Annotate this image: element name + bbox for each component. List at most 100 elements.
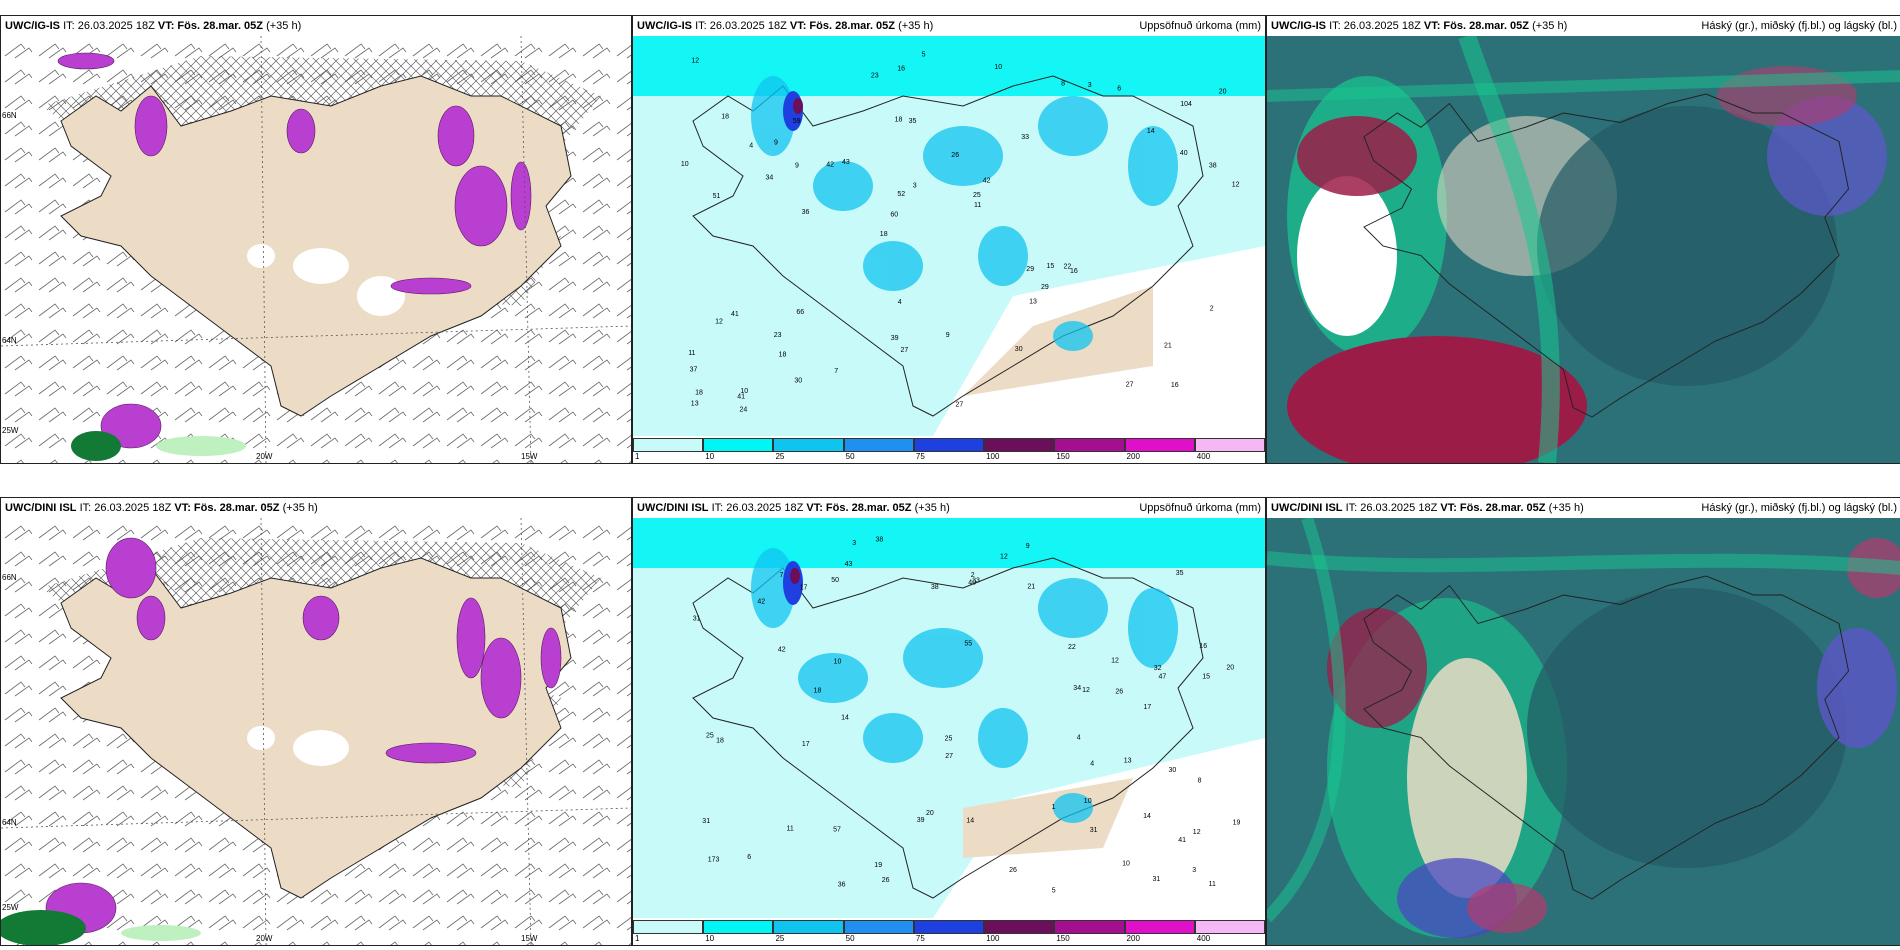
precip-value: 38 xyxy=(931,584,939,591)
colorbar-tick-label: 100 xyxy=(986,452,1000,461)
precip-value: 16 xyxy=(897,66,905,73)
precip-value: 9 xyxy=(946,332,950,339)
precip-value: 22 xyxy=(1068,644,1076,651)
precip-value: 51 xyxy=(713,193,721,200)
precip-value: 7 xyxy=(834,368,838,375)
colorbar-swatch xyxy=(1194,920,1265,934)
precip-value: 42 xyxy=(983,178,991,185)
precip-value: 35 xyxy=(909,118,917,125)
colorbar-swatch xyxy=(843,920,914,934)
iceland-land xyxy=(60,557,572,899)
model-name: UWC/IG-IS xyxy=(637,20,692,32)
map-cloud-cover[interactable] xyxy=(1267,518,1900,945)
precip-value: 55 xyxy=(964,641,972,648)
colorbar-tick-label: 25 xyxy=(775,452,785,461)
precip-value: 19 xyxy=(874,862,882,869)
colorbar-swatch xyxy=(773,438,844,452)
colorbar-tick-label: 50 xyxy=(845,934,855,943)
precip-value: 3 xyxy=(852,540,856,547)
run-time: IT: 26.03.2025 18Z xyxy=(63,20,155,32)
precip-value: 42 xyxy=(757,599,765,606)
precip-value: 104 xyxy=(1180,101,1192,108)
panel-header: UWC/DINI ISL IT: 26.03.2025 18Z VT: Fös.… xyxy=(1,498,631,518)
colorbar-swatch xyxy=(1124,438,1195,452)
panel-bottom-right: UWC/DINI ISL IT: 26.03.2025 18Z VT: Fös.… xyxy=(1266,497,1900,946)
precip-value: 10 xyxy=(1084,798,1092,805)
valid-time: VT: Fös. 28.mar. 05Z xyxy=(157,20,264,32)
precip-value: 21 xyxy=(1027,583,1035,590)
map-cloud-cover[interactable] xyxy=(1267,36,1900,463)
precip-value: 42 xyxy=(826,162,834,169)
precip-value: 2 xyxy=(971,572,975,579)
valid-time: VT: Fös. 28.mar. 05Z xyxy=(806,502,912,514)
precip-value: 38 xyxy=(876,536,884,543)
precip-value: 20 xyxy=(1226,664,1234,671)
map-precip-type-wind[interactable] xyxy=(1,36,631,463)
precip-value: 36 xyxy=(802,209,810,216)
colorbar-tick-label: 75 xyxy=(915,452,925,461)
map-precip-type-wind[interactable] xyxy=(1,518,631,945)
model-name: UWC/DINI ISL xyxy=(5,502,77,514)
precip-value: 4 xyxy=(898,299,902,306)
colorbar-tick-label: 10 xyxy=(705,934,715,943)
precip-value: 29 xyxy=(1041,284,1049,291)
precip-value: 26 xyxy=(1115,689,1123,696)
precip-value: 13 xyxy=(691,401,699,408)
precip-value: 12 xyxy=(1193,829,1201,836)
cloud-map xyxy=(1267,518,1900,945)
precip-value: 29 xyxy=(1026,266,1034,273)
precip-value: 11 xyxy=(1209,881,1216,888)
run-time: IT: 26.03.2025 18Z xyxy=(711,502,804,514)
colorbar-tick-label: 10 xyxy=(705,452,715,461)
lat-label-25w: 25W xyxy=(2,903,19,912)
colorbar-tick-label: 75 xyxy=(915,934,925,943)
precip-value: 11 xyxy=(688,350,695,357)
colorbar-swatch xyxy=(1054,920,1125,934)
colorbar-swatch xyxy=(1054,438,1125,452)
model-name: UWC/DINI ISL xyxy=(1271,502,1343,514)
iceland-land xyxy=(60,75,572,417)
panel-top-right: UWC/IG-IS IT: 26.03.2025 18Z VT: Fös. 28… xyxy=(1266,15,1900,464)
colorbar-swatch xyxy=(703,438,774,452)
precip-value: 36 xyxy=(838,882,846,889)
precip-value: 42 xyxy=(778,646,786,653)
precip-value: 26 xyxy=(882,877,890,884)
precip-value: 20 xyxy=(1219,89,1227,96)
precip-value: 18 xyxy=(895,117,903,124)
forecast-hour: (+35 h) xyxy=(266,20,302,32)
forecast-hour: (+35 h) xyxy=(1532,20,1568,32)
precip-value: 30 xyxy=(794,377,802,384)
precip-value: 47 xyxy=(1159,674,1167,681)
precip-value: 4 xyxy=(749,143,753,150)
colorbar-swatch xyxy=(703,920,774,934)
precip-value: 13 xyxy=(1124,757,1132,764)
colorbar: 1 10 25 50 75 100 150 200 400 xyxy=(633,436,1265,463)
precip-value: 27 xyxy=(901,347,909,354)
panel-top-left: UWC/IG-IS IT: 26.03.2025 18Z VT: Fös. 28… xyxy=(0,15,632,464)
precip-value: 20 xyxy=(926,810,934,817)
precip-value: 16 xyxy=(1199,643,1207,650)
lat-label-66n: 66N xyxy=(2,573,17,582)
precip-value: 31 xyxy=(702,818,710,825)
forecast-hour: (+35 h) xyxy=(914,502,950,514)
precip-value: 8 xyxy=(1061,81,1065,88)
precip-value: 10 xyxy=(834,658,842,665)
precip-value: 4 xyxy=(1077,734,1081,741)
precip-value: 5 xyxy=(922,52,926,59)
run-time: IT: 26.03.2025 18Z xyxy=(1345,502,1438,514)
model-name: UWC/IG-IS xyxy=(1271,20,1326,32)
precip-value: 18 xyxy=(814,687,822,694)
precip-value: 23 xyxy=(871,72,879,79)
precip-value: 12 xyxy=(1111,658,1119,665)
lat-label-64n: 64N xyxy=(2,818,17,827)
map-accumulated-precip[interactable]: 16 51 104 18 33 10 18 26 41 43 37 18 35 42 16 18 16 12 29 4… xyxy=(633,36,1265,436)
precip-value: 41 xyxy=(737,393,745,400)
precip-value: 6 xyxy=(747,854,751,861)
lat-label-25w: 25W xyxy=(2,426,19,435)
map-accumulated-precip[interactable]: 14 16 12 55 173 43 32 57 35 42 15 31 17 26 31 42 41 50 20 4… xyxy=(633,518,1265,918)
precip-value: 33 xyxy=(972,578,980,585)
precip-value: 60 xyxy=(890,212,898,219)
precip-value: 24 xyxy=(740,407,748,414)
colorbar-tick-label: 200 xyxy=(1126,452,1140,461)
precip-value: 66 xyxy=(796,309,804,316)
